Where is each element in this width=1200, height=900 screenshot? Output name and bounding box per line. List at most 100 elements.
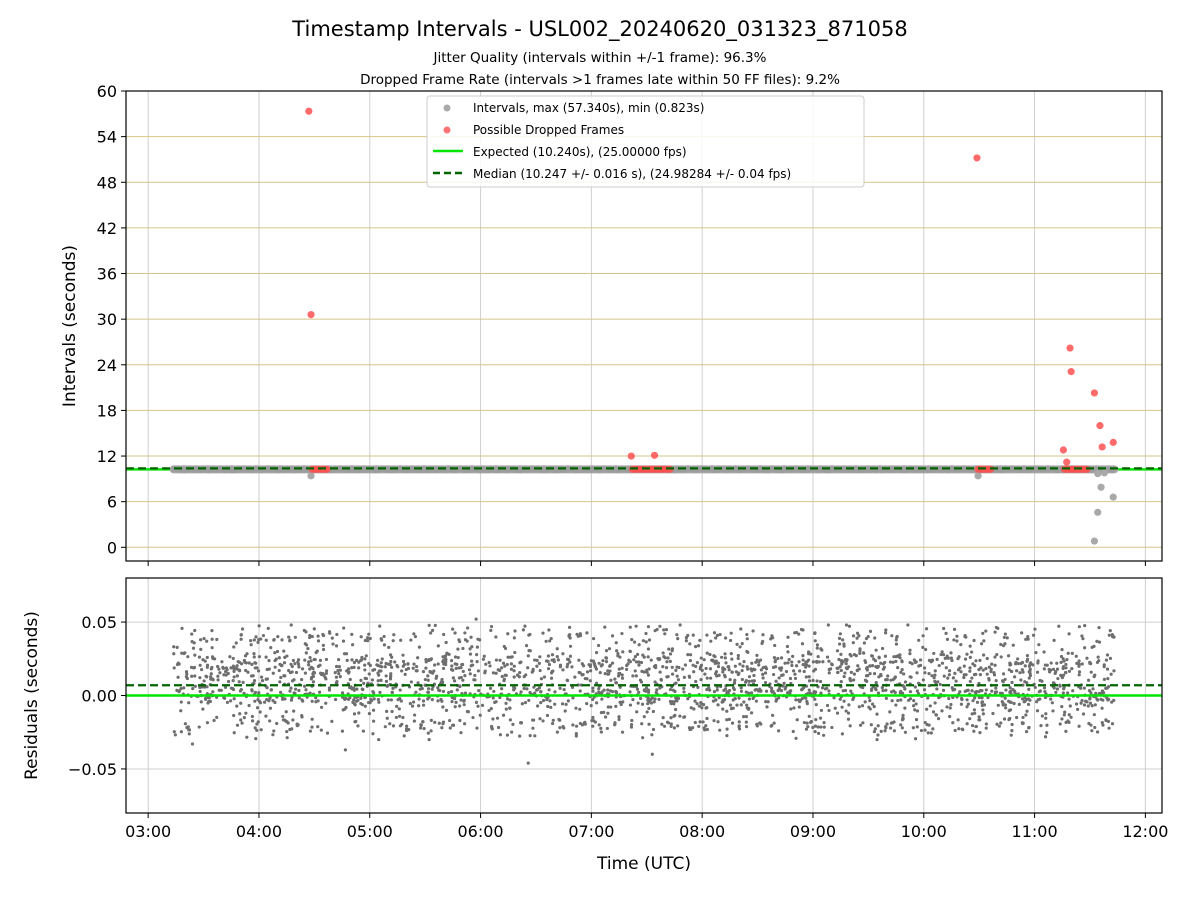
residual-point [187,701,191,705]
residual-point [1048,670,1052,674]
residual-point [488,664,492,668]
residual-point [924,647,928,652]
residual-point [852,678,856,682]
residual-point [222,696,227,700]
residual-point [1015,715,1019,720]
residual-point [295,724,299,728]
residual-point [968,666,972,670]
residual-point [636,652,640,656]
residual-point [319,672,324,677]
residual-point [923,728,927,732]
residual-point [947,673,951,677]
residual-point [984,666,988,671]
residual-point [1020,631,1024,635]
residual-point [445,651,449,655]
residual-point [311,672,315,676]
residual-point [915,689,919,693]
interval-outlier-point [1090,537,1099,545]
residual-point [639,680,644,684]
residual-point [692,670,696,674]
residual-point [781,673,785,677]
residual-point [670,665,674,669]
residual-point [827,659,831,663]
residual-point [735,703,739,707]
residual-point [835,649,840,653]
residual-point [1039,723,1043,728]
residual-point [925,723,929,727]
residual-point [899,723,903,727]
residual-point [473,673,477,678]
residual-point [737,727,742,731]
residual-point [747,683,751,687]
residual-point [197,725,201,729]
residual-point [801,658,805,662]
residual-point [785,644,790,649]
residual-point [376,697,380,702]
residual-point [800,688,804,692]
residual-point [994,686,998,690]
residual-point [254,737,258,741]
residual-point [880,646,885,651]
residual-point [555,730,559,734]
residual-point [723,656,727,660]
residual-point [459,675,463,680]
residual-point [380,638,384,642]
residual-point [457,638,461,642]
residual-point [1097,691,1101,696]
residual-point [389,698,393,702]
residual-point [644,631,648,636]
residual-point [891,660,895,664]
residual-point [451,627,455,631]
residual-point [926,731,930,735]
residual-point [1010,680,1014,685]
residual-point [837,657,841,662]
residual-point [378,690,382,694]
residual-point [209,677,213,681]
residual-point [501,713,506,717]
residual-point [566,662,570,666]
residual-point [899,698,903,702]
residual-point [807,675,811,679]
residual-point [232,675,236,679]
residual-point [735,642,739,646]
residual-point [210,655,215,659]
time-x-axis-label: Time (UTC) [596,854,691,874]
residual-point [487,660,491,665]
residual-point [608,663,612,667]
residual-point [350,658,354,662]
residual-point [979,642,984,646]
residual-point [460,662,464,667]
residual-point [815,679,819,683]
residual-point [903,706,907,710]
residual-point [711,658,715,662]
residual-point [687,675,692,679]
residual-point [330,719,334,723]
residual-point [365,636,370,640]
residual-point [193,674,197,678]
residual-point [175,688,179,692]
residual-point [917,638,921,642]
residual-point [839,652,843,656]
residual-point [1027,687,1031,691]
residual-point [533,658,537,662]
residual-point [275,649,280,654]
residual-point [921,634,925,638]
residual-point [1038,678,1042,683]
residual-point [1035,670,1040,674]
residual-point [702,658,706,662]
residual-point [366,638,370,643]
residual-point [406,662,410,666]
dropped-frame-point [627,452,635,460]
residual-point [589,659,593,663]
residual-point [408,701,412,706]
residual-point [535,664,539,668]
residual-point [766,700,770,704]
residual-point [231,656,235,661]
residual-point [172,730,176,734]
residual-point [309,659,313,663]
residual-point [461,669,465,674]
residual-point [1075,661,1079,665]
residual-point [219,688,223,692]
residual-point [462,698,466,702]
residual-point [902,672,906,676]
